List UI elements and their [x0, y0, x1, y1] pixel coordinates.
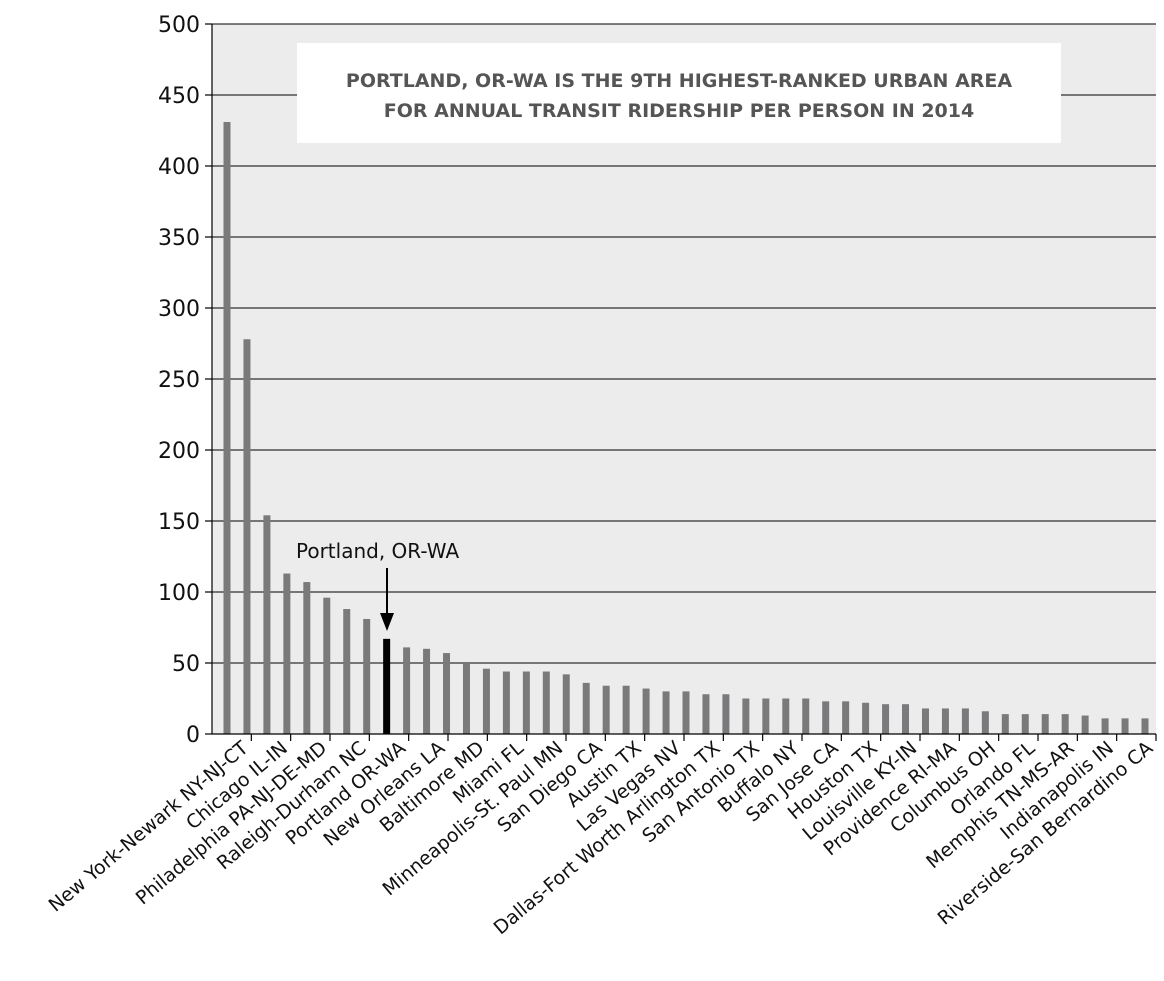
bars — [223, 121, 1149, 735]
bar-44 — [1101, 718, 1109, 734]
bar-16 — [542, 671, 550, 734]
y-tick-label-250: 250 — [158, 368, 200, 393]
chart-title-line-1: PORTLAND, OR-WA IS THE 9TH HIGHEST-RANKE… — [346, 70, 1012, 92]
bar-24 — [702, 694, 710, 734]
bar-33 — [882, 704, 890, 734]
y-tick-label-450: 450 — [158, 84, 200, 109]
bar-9 — [403, 647, 411, 734]
y-tick-label-400: 400 — [158, 155, 200, 180]
bar-41 — [1041, 714, 1049, 734]
y-tick-label-100: 100 — [158, 581, 200, 606]
bar-32 — [862, 702, 870, 734]
bar-15 — [522, 671, 530, 734]
bar-28 — [782, 698, 790, 734]
annotation-label: Portland, OR-WA — [296, 539, 459, 563]
bar-10 — [423, 648, 431, 734]
bar-5 — [323, 597, 331, 734]
bar-45 — [1121, 718, 1129, 734]
bar-12 — [462, 663, 470, 734]
title-box: PORTLAND, OR-WA IS THE 9TH HIGHEST-RANKE… — [297, 43, 1061, 143]
bar-21 — [642, 688, 650, 734]
bar-30 — [822, 701, 830, 734]
y-axis-ticks: 0 50 100 150 200 250 300 350 400 450 500 — [158, 13, 212, 748]
y-tick-label-50: 50 — [172, 652, 200, 677]
bar-25 — [722, 694, 730, 734]
bar-46 — [1141, 718, 1149, 734]
y-tick-label-300: 300 — [158, 297, 200, 322]
bar-19 — [602, 685, 610, 734]
bar-27 — [762, 698, 770, 734]
y-tick-label-350: 350 — [158, 226, 200, 251]
bar-4 — [303, 582, 311, 734]
y-tick-label-0: 0 — [186, 723, 200, 748]
bar-7 — [363, 618, 371, 734]
bar-26 — [742, 698, 750, 734]
bar-23 — [682, 691, 690, 734]
bar-17 — [562, 674, 570, 734]
bar-34 — [902, 704, 910, 734]
bar-18 — [582, 682, 590, 734]
y-tick-label-200: 200 — [158, 439, 200, 464]
bar-42 — [1061, 714, 1069, 734]
bar-29 — [802, 698, 810, 734]
bar-3 — [283, 573, 291, 734]
bar-2 — [263, 515, 271, 734]
chart-title-line-2: FOR ANNUAL TRANSIT RIDERSHIP PER PERSON … — [384, 100, 974, 122]
portland-annotation: Portland, OR-WA — [296, 539, 459, 631]
bar-36 — [941, 708, 949, 734]
bar-38 — [981, 711, 989, 734]
bar-31 — [842, 701, 850, 734]
y-tick-label-500: 500 — [158, 13, 200, 38]
bar-20 — [622, 685, 630, 734]
bar-1 — [243, 339, 251, 734]
bar-highlight — [383, 638, 391, 734]
bar-11 — [443, 653, 451, 734]
y-tick-label-150: 150 — [158, 510, 200, 535]
bar-39 — [1001, 714, 1009, 734]
bar-13 — [482, 668, 490, 734]
bar-6 — [343, 609, 351, 734]
bar-14 — [502, 671, 510, 734]
annotation-arrow-head — [380, 613, 394, 631]
bar-35 — [921, 708, 929, 734]
bar-40 — [1021, 714, 1029, 734]
bar-22 — [662, 691, 670, 734]
bar-37 — [961, 708, 969, 734]
bar-43 — [1081, 715, 1089, 734]
bar-0 — [223, 121, 231, 735]
